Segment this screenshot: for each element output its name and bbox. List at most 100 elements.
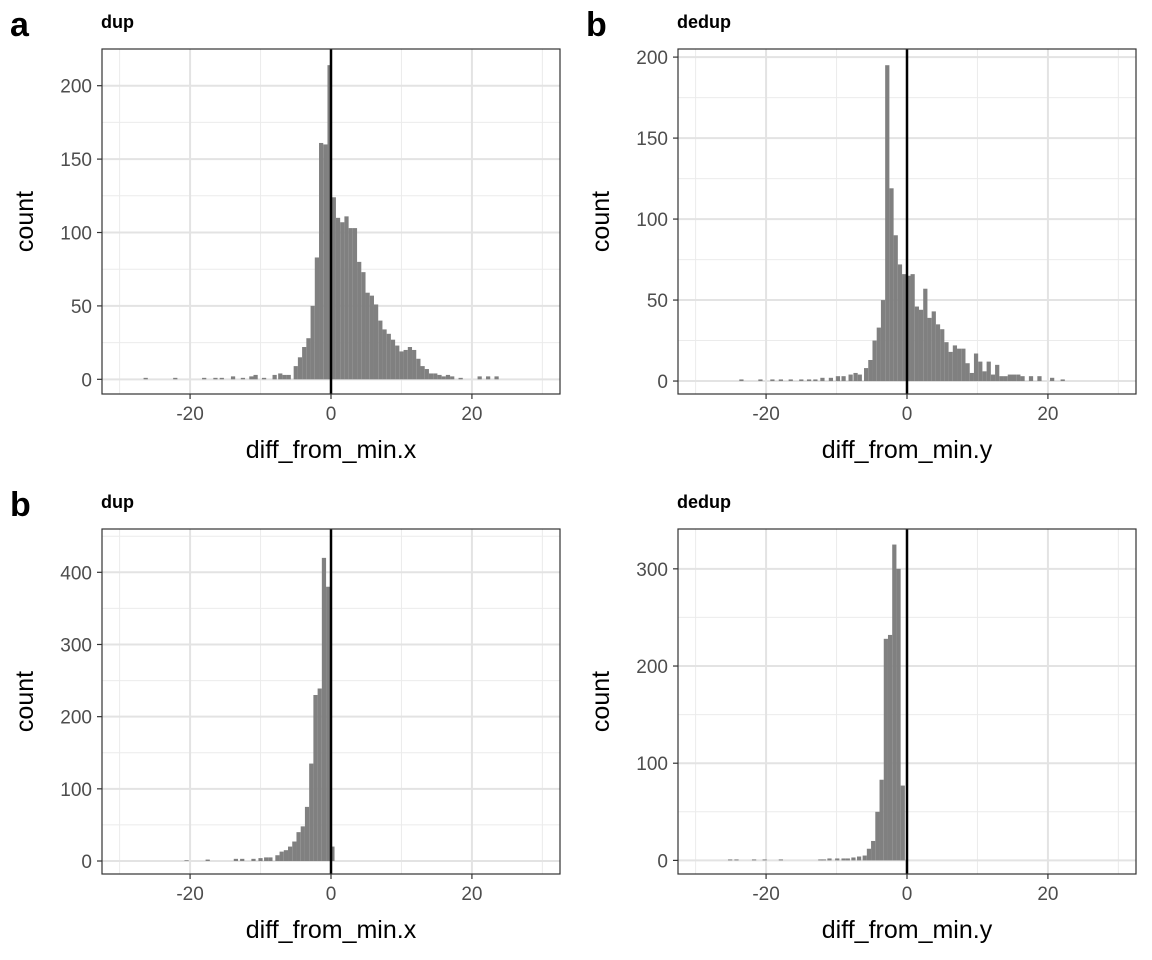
histogram-bar <box>758 379 763 382</box>
histogram-bar <box>272 374 277 380</box>
histogram-bar <box>900 785 905 861</box>
histogram-bar <box>306 338 311 380</box>
histogram-bar <box>864 368 869 382</box>
panel-bottom-right: -20 0 20 0 100 200 300 diff_from_min.y count ded… <box>576 480 1152 960</box>
y-axis-title: count <box>587 671 615 732</box>
histogram-bar <box>302 347 307 380</box>
histogram-bar <box>841 858 846 861</box>
histogram-bar <box>841 376 846 382</box>
histogram-bar <box>1028 376 1034 382</box>
histogram-bar <box>249 376 254 380</box>
histogram-bar <box>314 257 320 380</box>
x-axis-title: diff_from_min.x <box>246 436 417 464</box>
histogram-bar <box>897 264 903 382</box>
x-axis-title: diff_from_min.y <box>822 916 993 944</box>
histogram-bar <box>999 376 1004 382</box>
histogram-bar <box>293 366 298 380</box>
x-tick-label: 20 <box>1037 884 1058 905</box>
x-tick-label: -20 <box>176 884 203 905</box>
y-tick-label: 0 <box>81 370 92 391</box>
histogram-bar <box>887 634 893 861</box>
histogram-bar <box>986 361 991 382</box>
histogram-bar <box>918 309 924 382</box>
histogram-bar <box>450 376 455 380</box>
histogram-bar <box>770 379 775 382</box>
histogram-bar <box>219 377 224 380</box>
histogram-bar <box>827 858 832 861</box>
histogram-bar <box>382 329 387 380</box>
histogram-bar <box>778 379 783 382</box>
histogram-bar <box>283 850 289 862</box>
histogram-bar <box>734 859 739 861</box>
histogram-bar <box>340 222 345 380</box>
histogram-bar <box>871 840 876 861</box>
panel-letter: a <box>10 6 29 44</box>
histogram-bar <box>885 65 890 382</box>
y-tick-label: 100 <box>60 224 92 245</box>
y-tick-label: 0 <box>81 852 92 873</box>
histogram-bar <box>879 779 884 861</box>
x-tick-label: 0 <box>326 404 337 425</box>
histogram-bar <box>995 364 1000 382</box>
histogram-bar <box>323 144 328 380</box>
histogram-bar <box>902 274 907 382</box>
histogram-bar <box>486 376 491 380</box>
histogram-bar <box>982 371 987 382</box>
histogram-bar <box>857 374 862 382</box>
histogram-bar <box>969 372 974 382</box>
histogram-bar <box>275 855 280 862</box>
y-axis-title: count <box>11 191 39 252</box>
histogram-bar <box>910 274 915 382</box>
histogram-bar <box>914 306 919 382</box>
panel-letter: b <box>586 6 607 44</box>
histogram-bar <box>253 374 258 380</box>
histogram-bar <box>297 357 303 380</box>
histogram-bar <box>927 317 932 382</box>
histogram-bar <box>282 374 287 380</box>
histogram-bar <box>261 377 267 380</box>
histogram-bar <box>395 345 400 380</box>
x-tick-label: 0 <box>326 884 337 905</box>
histogram-bar <box>957 348 962 382</box>
histogram-bar <box>893 235 898 382</box>
x-axis-title: diff_from_min.x <box>246 916 417 944</box>
histogram-bar <box>321 557 327 862</box>
histogram-bar <box>813 379 818 382</box>
y-axis-title: count <box>587 191 615 252</box>
histogram-bar <box>288 846 293 862</box>
histogram-bar <box>883 638 888 861</box>
histogram-bar <box>806 379 812 382</box>
histogram-bar <box>948 351 953 382</box>
histogram-bar <box>327 65 332 380</box>
histogram-bar <box>233 858 238 862</box>
panel-top-left: -20 0 20 0 50 100 150 200 diff_from_min.x count a… <box>0 0 576 480</box>
x-tick-label: -20 <box>752 884 779 905</box>
histogram-bar <box>424 369 429 380</box>
x-tick-label: 20 <box>1037 404 1058 425</box>
histogram-bar <box>335 217 341 380</box>
histogram-bar <box>458 377 463 380</box>
histogram-bar <box>445 374 451 380</box>
histogram-bar <box>420 366 425 380</box>
y-tick-label: 100 <box>60 780 92 801</box>
histogram-bar <box>848 374 853 382</box>
histogram-bar <box>319 142 324 380</box>
histogram-bar <box>213 377 218 380</box>
histogram-bar <box>1011 374 1017 382</box>
panel-letter: b <box>10 486 31 524</box>
panel-top-right: -20 0 20 0 50 100 150 200 diff_from_min.y count b… <box>576 0 1152 480</box>
histogram-bar <box>407 347 413 380</box>
histogram-bar <box>851 857 856 861</box>
histogram-bar <box>1050 377 1055 382</box>
histogram-bar <box>935 324 941 382</box>
histogram-bar <box>412 349 417 380</box>
histogram-bar <box>357 261 362 380</box>
histogram-bar <box>835 376 841 382</box>
panel-title: dedup <box>677 12 731 32</box>
histogram-bar <box>494 376 499 380</box>
histogram-bar <box>1060 379 1065 382</box>
